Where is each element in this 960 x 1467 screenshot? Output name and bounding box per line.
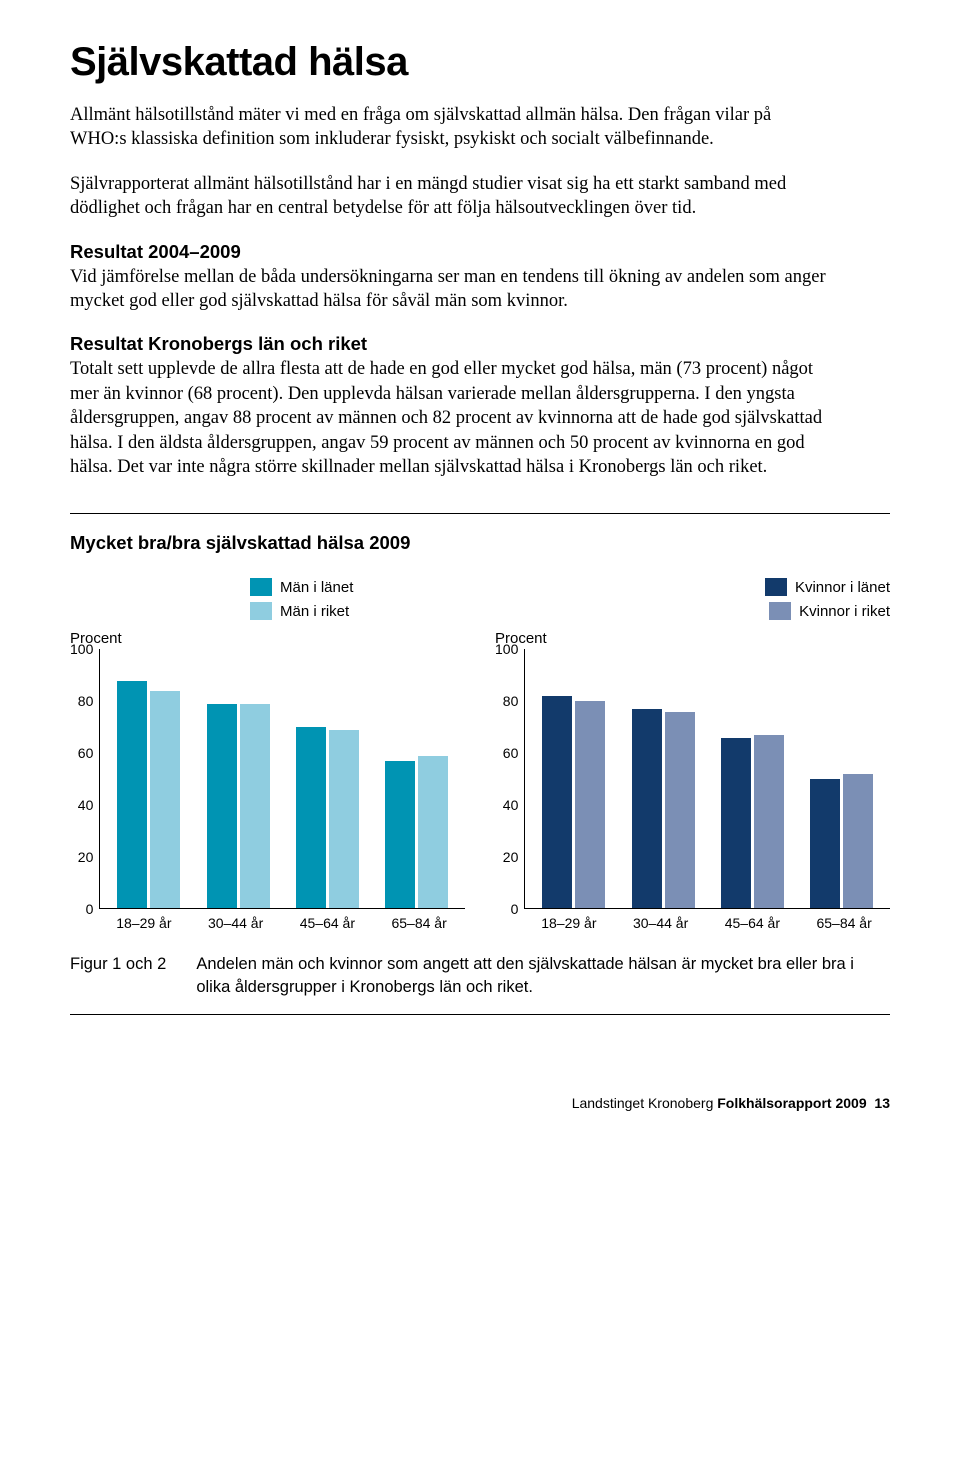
x-tick: 65–84 år — [373, 915, 465, 931]
divider-bottom — [70, 1014, 890, 1015]
resultat-2004-2009-body: Vid jämförelse mellan de båda undersökni… — [70, 265, 830, 314]
x-axis-kvin: 18–29 år30–44 år45–64 år65–84 år — [495, 915, 890, 931]
chart-kvin: Procent 100806040200 18–29 år30–44 år45–… — [495, 630, 890, 931]
bar-group — [283, 649, 372, 908]
swatch-men-lanet — [250, 578, 272, 596]
legend-label: Kvinnor i riket — [799, 603, 890, 620]
y-axis-title: Procent — [70, 630, 465, 647]
y-axis-kvin: 100806040200 — [495, 649, 524, 909]
bar — [754, 735, 784, 909]
bar-group — [194, 649, 283, 908]
bar — [240, 704, 270, 909]
y-axis-men: 100806040200 — [70, 649, 99, 909]
bar — [296, 727, 326, 908]
bar-group — [619, 649, 708, 908]
legend-label: Kvinnor i länet — [795, 579, 890, 596]
legend-row-1: Män i länet Kvinnor i länet — [70, 578, 890, 596]
bar — [721, 738, 751, 909]
caption-label: Figur 1 och 2 — [70, 953, 166, 998]
x-tick: 30–44 år — [190, 915, 282, 931]
bar-group — [797, 649, 886, 908]
legend-label: Män i riket — [280, 603, 349, 620]
intro-paragraph-1: Allmänt hälsotillstånd mäter vi med en f… — [70, 103, 830, 152]
legend-men-lanet: Män i länet — [250, 578, 353, 596]
x-tick: 18–29 år — [98, 915, 190, 931]
bar — [810, 779, 840, 909]
subhead-resultat-2004-2009: Resultat 2004–2009 — [70, 241, 830, 263]
legend-kvin-lanet: Kvinnor i länet — [765, 578, 890, 596]
subhead-resultat-kronoberg: Resultat Kronobergs län och riket — [70, 333, 830, 355]
legend-kvin-riket: Kvinnor i riket — [769, 602, 890, 620]
swatch-kvin-lanet — [765, 578, 787, 596]
x-tick: 30–44 år — [615, 915, 707, 931]
x-tick: 45–64 år — [282, 915, 374, 931]
swatch-kvin-riket — [769, 602, 791, 620]
bar-group — [372, 649, 461, 908]
bar — [385, 761, 415, 909]
chart-title: Mycket bra/bra självskattad hälsa 2009 — [70, 532, 890, 554]
bar-group — [104, 649, 193, 908]
bar — [632, 709, 662, 908]
bar — [575, 701, 605, 908]
bar — [329, 730, 359, 909]
footer-prefix: Landstinget Kronoberg — [572, 1095, 718, 1111]
legend-men-riket: Män i riket — [250, 602, 349, 620]
plot-men — [99, 649, 465, 909]
caption-text: Andelen män och kvinnor som angett att d… — [196, 953, 890, 998]
charts-container: Procent 100806040200 18–29 år30–44 år45–… — [70, 630, 890, 931]
bar — [207, 704, 237, 909]
bar-group — [708, 649, 797, 908]
page-title: Självskattad hälsa — [70, 40, 890, 85]
chart-men: Procent 100806040200 18–29 år30–44 år45–… — [70, 630, 465, 931]
page-footer: Landstinget Kronoberg Folkhälsorapport 2… — [70, 1095, 890, 1111]
x-axis-men: 18–29 år30–44 år45–64 år65–84 år — [70, 915, 465, 931]
y-axis-title: Procent — [495, 630, 890, 647]
legend-label: Män i länet — [280, 579, 353, 596]
bar — [665, 712, 695, 909]
swatch-men-riket — [250, 602, 272, 620]
divider — [70, 513, 890, 514]
plot-kvin — [524, 649, 890, 909]
footer-bold: Folkhälsorapport 2009 — [717, 1095, 866, 1111]
bar — [117, 681, 147, 909]
x-tick: 65–84 år — [798, 915, 890, 931]
resultat-kronoberg-body: Totalt sett upplevde de allra flesta att… — [70, 357, 830, 479]
x-tick: 45–64 år — [707, 915, 799, 931]
bar — [843, 774, 873, 909]
bar-group — [529, 649, 618, 908]
footer-page: 13 — [874, 1095, 890, 1111]
legend-row-2: Män i riket Kvinnor i riket — [70, 602, 890, 620]
x-tick: 18–29 år — [523, 915, 615, 931]
intro-paragraph-2: Självrapporterat allmänt hälsotillstånd … — [70, 172, 830, 221]
bar — [418, 756, 448, 909]
bar — [542, 696, 572, 908]
figure-caption: Figur 1 och 2 Andelen män och kvinnor so… — [70, 953, 890, 998]
bar — [150, 691, 180, 909]
